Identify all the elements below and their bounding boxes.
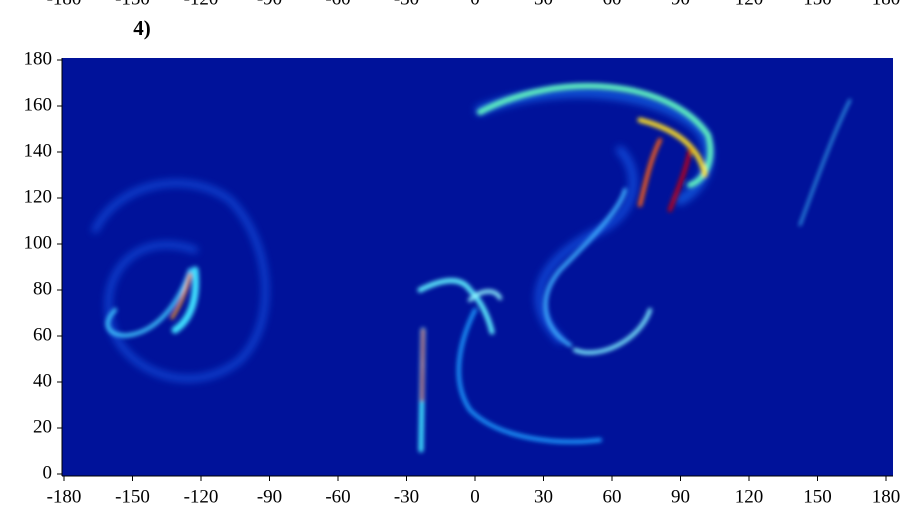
top-x-tick-label: 150 xyxy=(803,0,832,9)
x-tick-label: 30 xyxy=(534,486,553,507)
x-tick-label: -150 xyxy=(115,486,150,507)
top-x-tick-label: 90 xyxy=(671,0,690,9)
plot-area xyxy=(62,58,893,476)
panel-label: 4) xyxy=(133,16,151,40)
x-tick-label: 90 xyxy=(671,486,690,507)
top-x-tick-label: -150 xyxy=(115,0,150,9)
top-x-tick-label: -120 xyxy=(184,0,219,9)
top-x-tick-label: -30 xyxy=(394,0,419,9)
y-tick-label: 100 xyxy=(24,232,53,253)
top-x-tick-label: -90 xyxy=(257,0,282,9)
x-tick-label: -60 xyxy=(325,486,350,507)
y-tick-label: 120 xyxy=(24,186,53,207)
top-x-tick-label: 30 xyxy=(534,0,553,9)
top-x-tick-label: -60 xyxy=(325,0,350,9)
axes xyxy=(57,58,893,481)
y-tick-label: 140 xyxy=(24,140,53,161)
top-x-tick-label: 0 xyxy=(470,0,480,9)
x-tick-label: -120 xyxy=(184,486,219,507)
top-x-tick-label: 120 xyxy=(735,0,764,9)
x-tick-label: -180 xyxy=(47,486,82,507)
top-x-tick-label: -180 xyxy=(47,0,82,9)
y-tick-label: 0 xyxy=(43,462,53,483)
x-tick-label: -90 xyxy=(257,486,282,507)
top-x-tick-label: 60 xyxy=(603,0,622,9)
y-tick-label: 160 xyxy=(24,94,53,115)
y-tick-label: 20 xyxy=(33,416,52,437)
y-tick-label: 40 xyxy=(33,370,52,391)
x-tick-label: 60 xyxy=(603,486,622,507)
y-tick-label: 180 xyxy=(24,48,53,69)
x-tick-label: 120 xyxy=(735,486,764,507)
top-x-tick-label: 180 xyxy=(872,0,901,9)
x-tick-label: -30 xyxy=(394,486,419,507)
x-tick-label: 180 xyxy=(872,486,901,507)
x-tick-label: 150 xyxy=(803,486,832,507)
density-features xyxy=(92,83,851,453)
y-tick-label: 80 xyxy=(33,278,52,299)
x-tick-label: 0 xyxy=(470,486,480,507)
y-tick-label: 60 xyxy=(33,324,52,345)
